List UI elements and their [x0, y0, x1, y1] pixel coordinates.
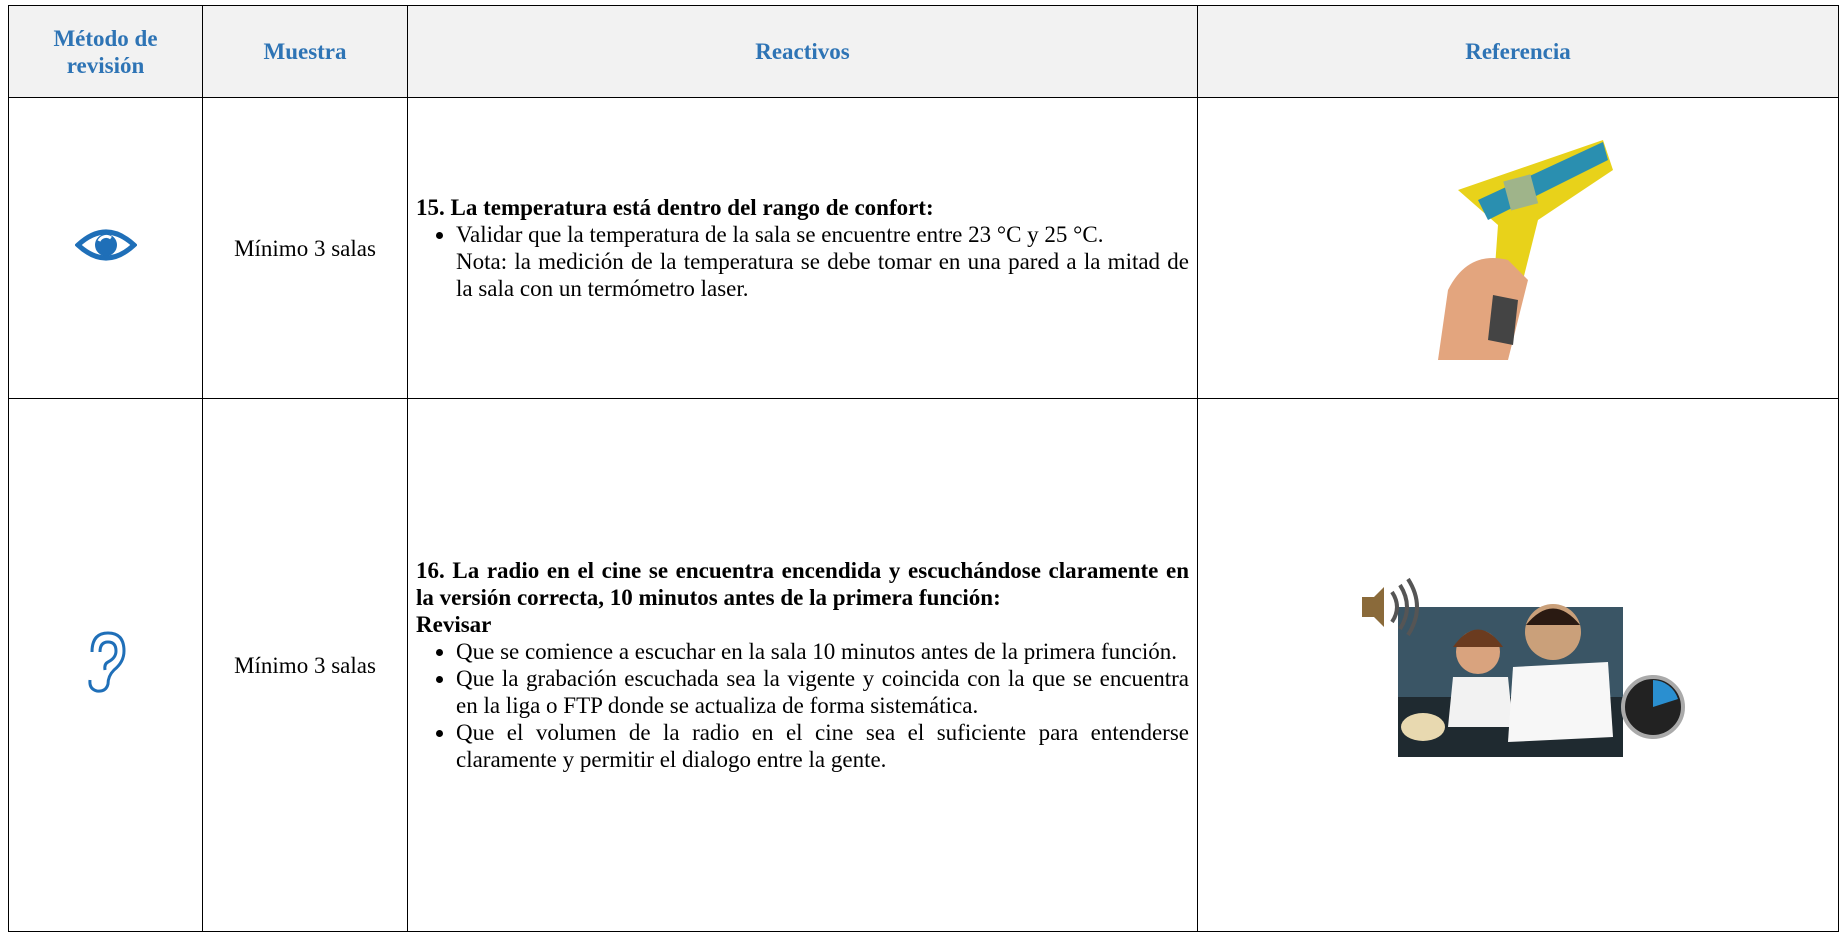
item-title: 16. La radio en el cine se encuentra enc…	[416, 558, 1189, 610]
bullet: Que la grabación escuchada sea la vigent…	[456, 665, 1189, 719]
bullet: Que el volumen de la radio en el cine se…	[456, 719, 1189, 773]
cinema-image	[1362, 577, 1685, 757]
header-cell: Referencia	[1197, 5, 1839, 98]
items-cell: 16. La radio en el cine se encuentra enc…	[407, 398, 1198, 932]
sample-cell: Mínimo 3 salas	[202, 97, 408, 399]
header-cell: Muestra	[202, 5, 408, 98]
item-subtitle: Revisar	[416, 612, 492, 637]
row: Mínimo 3 salas 15. La temperatura está d…	[8, 97, 1839, 399]
method-cell	[8, 97, 203, 399]
row: Mínimo 3 salas 16. La radio en el cine s…	[8, 398, 1839, 932]
bullet-text: Validar que la temperatura de la sala se…	[456, 222, 1104, 247]
header-cell: Reactivos	[407, 5, 1198, 98]
note: Nota: la medición de la temperatura se d…	[456, 249, 1189, 301]
reference-cell	[1197, 398, 1839, 932]
reference-cell	[1197, 97, 1839, 399]
header-cell: Método de revisión	[8, 5, 203, 98]
item-title: 15. La temperatura está dentro del rango…	[416, 195, 934, 220]
review-table: Método de revisión Muestra Reactivos Ref…	[8, 5, 1839, 932]
items-cell: 15. La temperatura está dentro del rango…	[407, 97, 1198, 399]
bullet: Que se comience a escuchar en la sala 10…	[456, 638, 1189, 665]
header-row: Método de revisión Muestra Reactivos Ref…	[8, 5, 1839, 98]
bullet: Validar que la temperatura de la sala se…	[456, 221, 1189, 302]
thermometer-image	[1438, 140, 1613, 360]
sample-cell: Mínimo 3 salas	[202, 398, 408, 932]
method-cell	[8, 398, 203, 932]
ear-icon	[87, 631, 126, 693]
eye-icon	[73, 229, 138, 261]
